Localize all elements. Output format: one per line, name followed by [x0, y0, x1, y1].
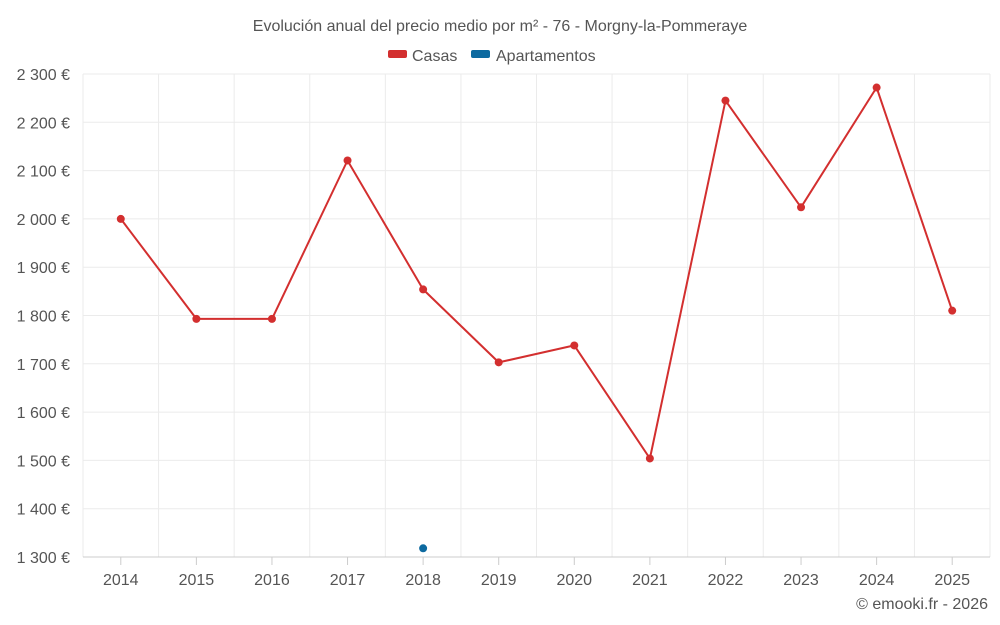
y-tick-label: 1 800 €	[17, 309, 70, 326]
x-tick-label: 2018	[405, 572, 441, 589]
legend-swatch-apartamentos	[471, 50, 490, 58]
series-line-casas	[120, 86, 954, 460]
data-point-casas[interactable]	[872, 83, 881, 92]
y-tick-label: 2 200 €	[17, 115, 70, 132]
chart-title: Evolución anual del precio medio por m² …	[253, 18, 748, 35]
series-layer	[116, 83, 957, 553]
y-tick-label: 1 600 €	[17, 405, 70, 422]
y-tick-label: 1 900 €	[17, 260, 70, 277]
data-point-casas[interactable]	[343, 156, 352, 165]
data-point-apartamentos[interactable]	[419, 544, 428, 553]
credit: © emooki.fr - 2026	[856, 596, 988, 613]
x-tick-label: 2014	[103, 572, 139, 589]
x-tick-label: 2021	[632, 572, 668, 589]
y-tick-label: 1 400 €	[17, 502, 70, 519]
x-tick-label: 2015	[179, 572, 215, 589]
data-point-casas[interactable]	[267, 314, 276, 323]
data-point-casas[interactable]	[797, 203, 806, 212]
legend-swatch-casas	[388, 50, 407, 58]
x-tick-label: 2016	[254, 572, 290, 589]
series-casas	[116, 83, 957, 463]
legend-label-casas[interactable]: Casas	[412, 48, 457, 65]
y-tick-label: 1 500 €	[17, 453, 70, 470]
x-tick-label: 2022	[708, 572, 744, 589]
data-point-casas[interactable]	[570, 341, 579, 350]
legend: Casas Apartamentos	[388, 48, 596, 65]
data-point-casas[interactable]	[721, 96, 730, 105]
series-apartamentos	[419, 544, 428, 553]
data-point-casas[interactable]	[645, 454, 654, 463]
x-tick-label: 2023	[783, 572, 819, 589]
y-axis: 1 300 € 1 400 € 1 500 € 1 600 € 1 700 € 1 800…	[17, 67, 70, 567]
y-tick-label: 2 300 €	[17, 67, 70, 84]
data-point-casas[interactable]	[419, 285, 428, 294]
data-point-casas[interactable]	[116, 214, 125, 223]
data-point-casas[interactable]	[494, 358, 503, 367]
y-tick-label: 1 300 €	[17, 550, 70, 567]
data-point-casas[interactable]	[948, 306, 957, 315]
x-tick-label: 2017	[330, 572, 366, 589]
y-tick-label: 1 700 €	[17, 357, 70, 374]
legend-label-apartamentos[interactable]: Apartamentos	[496, 48, 596, 65]
x-tick-label: 2019	[481, 572, 517, 589]
grid	[82, 73, 991, 557]
x-tick-label: 2020	[556, 572, 592, 589]
x-tick-label: 2025	[934, 572, 970, 589]
y-tick-label: 2 100 €	[17, 164, 70, 181]
x-tick-label: 2024	[859, 572, 895, 589]
y-tick-label: 2 000 €	[17, 212, 70, 229]
x-axis: 2014 2015 2016 2017 2018 2019 2020 2021 2022 2023…	[83, 556, 990, 589]
data-point-casas[interactable]	[192, 314, 201, 323]
